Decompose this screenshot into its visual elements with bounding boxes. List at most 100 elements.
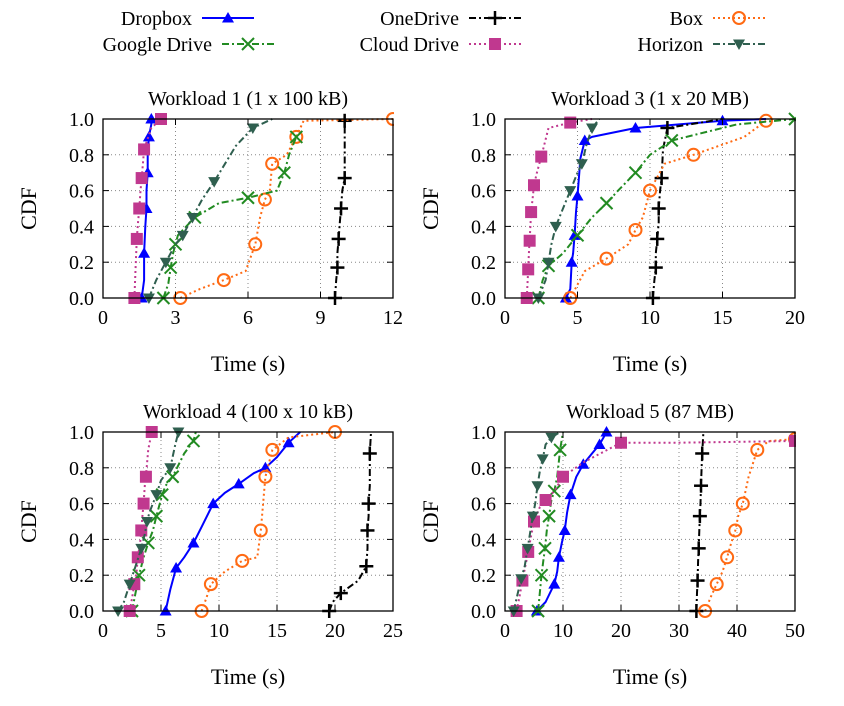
point-horizon	[150, 490, 163, 501]
series-group	[112, 425, 377, 618]
legend-label: OneDrive	[380, 8, 459, 30]
point-onedrive	[660, 120, 675, 135]
point-cloud-drive	[135, 172, 148, 185]
ticks: 0 3 6 9 12 0.0 0.2 0.4 0.6 0.8 1.0	[69, 109, 403, 329]
point-cloud-drive	[133, 202, 146, 215]
point-cloud-drive	[525, 206, 538, 219]
y-tick-label: 0.0	[471, 601, 496, 623]
grid	[103, 119, 393, 298]
point-google-drive-b	[186, 434, 201, 448]
chart-title: Workload 5 (87 MB)	[566, 401, 734, 423]
point-dropbox	[577, 458, 590, 469]
y-tick-label: 0.2	[471, 252, 496, 274]
x-tick-label: 40	[727, 620, 747, 642]
legend-label: Box	[670, 8, 703, 30]
point-horizon	[515, 574, 528, 585]
x-tick-label: 12	[383, 307, 403, 329]
point-horizon	[531, 481, 544, 492]
y-tick-label: 0.2	[69, 252, 94, 274]
y-tick-label: 0.6	[69, 494, 94, 516]
point-onedrive	[337, 113, 352, 128]
point-onedrive	[651, 201, 666, 216]
point-google-drive-b	[534, 568, 549, 582]
point-onedrive	[331, 231, 346, 246]
point-google-drive	[542, 509, 556, 523]
point-cloud-drive	[539, 494, 552, 507]
legend-marker	[733, 39, 745, 50]
y-tick-label: 1.0	[69, 109, 94, 131]
ticks: 0 10 20 30 40 50 0.0 0.2 0.4 0.6 0.8 1.0	[471, 422, 805, 642]
series-dropbox	[159, 431, 301, 616]
x-axis-label: Time (s)	[613, 664, 687, 689]
series-onedrive	[689, 431, 710, 618]
y-tick-label: 0.4	[471, 529, 496, 551]
x-axis-label: Time (s)	[613, 351, 687, 376]
plot-frame	[504, 431, 796, 612]
series-horizon	[112, 427, 185, 617]
point-cloud-drive	[131, 551, 144, 564]
point-box	[686, 147, 701, 162]
point-horizon	[159, 257, 172, 269]
x-tick-label: 20	[611, 620, 631, 642]
legend-item-box: Box	[670, 8, 765, 30]
point-google-drive-b	[165, 470, 180, 484]
x-axis-label: Time (s)	[211, 351, 285, 376]
point-box	[235, 553, 250, 568]
point-google-drive-b	[241, 191, 255, 205]
point-dropbox	[282, 436, 295, 448]
point-onedrive	[648, 260, 663, 275]
point-box	[628, 222, 643, 237]
point-dropbox	[559, 292, 572, 303]
point-cloud-drive	[615, 436, 627, 449]
series-line-onedrive	[328, 431, 372, 612]
point-box	[265, 442, 280, 457]
point-dropbox	[571, 189, 584, 201]
legend-marker-b	[241, 37, 255, 51]
point-box	[599, 251, 614, 266]
series-onedrive	[645, 118, 723, 305]
series-cloud-drive	[510, 434, 796, 617]
point-google-drive	[186, 434, 201, 448]
point-horizon	[545, 432, 558, 444]
point-cloud-drive	[522, 263, 535, 276]
legend-marker	[732, 11, 746, 25]
x-tick-label: 10	[209, 620, 229, 642]
point-box	[720, 550, 735, 565]
point-dropbox	[145, 113, 158, 124]
point-horizon	[123, 579, 136, 591]
y-axis-label: CDF	[16, 500, 41, 543]
point-google-drive	[241, 191, 255, 205]
y-tick-label: 0.6	[471, 181, 496, 203]
chart-panel-1: 0 3 6 9 12 0.0 0.2 0.4 0.6 0.8 1.0 Workload 1 (1 x …	[16, 88, 403, 376]
y-tick-label: 0.8	[69, 458, 94, 480]
point-google-drive-b	[289, 130, 304, 144]
x-tick-label: 10	[553, 620, 573, 642]
series-onedrive	[328, 113, 352, 305]
point-onedrive	[694, 478, 709, 493]
x-axis-label: Time (s)	[211, 664, 285, 689]
point-cloud-drive	[557, 470, 569, 483]
point-dropbox	[558, 524, 571, 535]
series-google-drive	[531, 112, 796, 305]
point-box	[709, 577, 724, 592]
point-horizon	[564, 186, 577, 197]
y-tick-label: 0.4	[471, 216, 496, 238]
x-tick-label: 15	[267, 620, 287, 642]
y-axis-label: CDF	[418, 187, 443, 230]
series-line-dropbox	[164, 431, 301, 612]
point-horizon	[526, 511, 539, 523]
point-horizon	[135, 543, 148, 555]
y-tick-label: 0.0	[69, 601, 94, 623]
y-axis-label: CDF	[16, 187, 41, 230]
x-tick-label: 0	[98, 307, 108, 329]
series-box	[563, 113, 773, 305]
point-google-drive	[149, 509, 164, 523]
point-horizon	[586, 123, 598, 134]
series-line-horizon	[537, 118, 601, 299]
point-box	[289, 129, 304, 144]
legend-item-horizon: Horizon	[637, 34, 765, 56]
point-dropbox	[600, 426, 613, 437]
point-google-drive	[538, 541, 552, 556]
y-tick-label: 1.0	[471, 422, 496, 444]
